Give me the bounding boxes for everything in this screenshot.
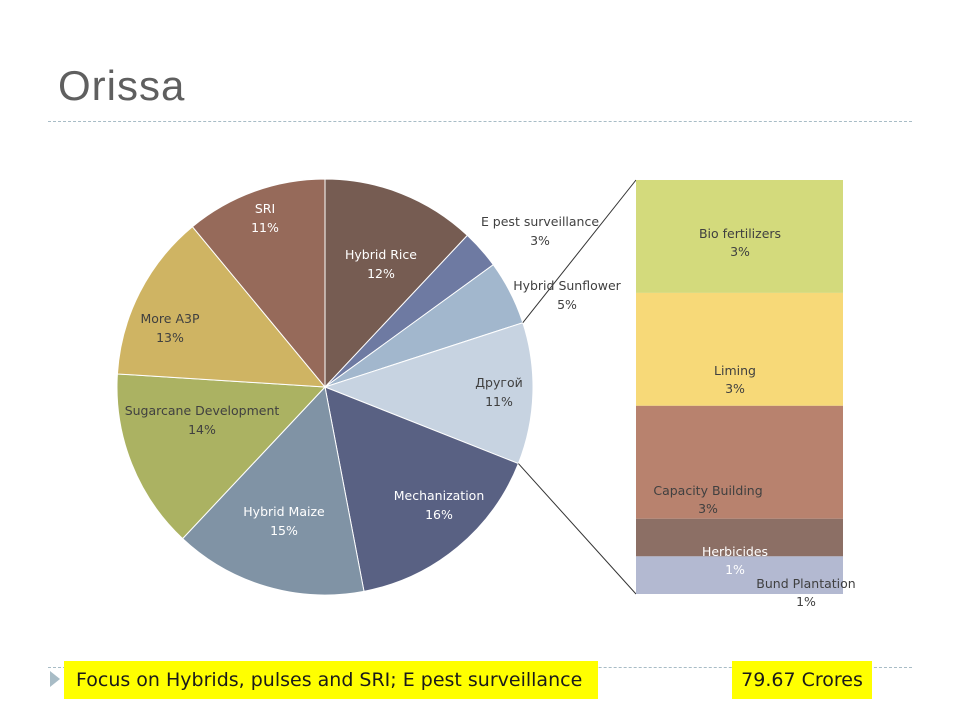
connector-lines bbox=[518, 179, 637, 595]
connector-line-bottom bbox=[518, 463, 637, 595]
bar-segment-bund-plantation bbox=[636, 556, 843, 594]
slice-value-other: 11% bbox=[485, 394, 513, 409]
bar-name-liming: Liming bbox=[714, 363, 756, 378]
slice-value-hybrid-sunflower: 5% bbox=[557, 297, 577, 312]
slice-value-sugarcane-development: 14% bbox=[188, 422, 216, 437]
pie-slice-hybrid-rice bbox=[324, 178, 469, 389]
focus-highlight: Focus on Hybrids, pulses and SRI; E pest… bbox=[64, 661, 598, 699]
bullet-icon bbox=[50, 671, 60, 687]
slice-name-hybrid-sunflower: Hybrid Sunflower bbox=[513, 278, 621, 293]
slide-title: Orissa bbox=[58, 62, 186, 109]
slice-value-more-a3p: 13% bbox=[156, 330, 184, 345]
slice-value-mechanization: 16% bbox=[425, 507, 453, 522]
amount-highlight: 79.67 Crores bbox=[732, 661, 872, 699]
bar-of-pie-chart: Hybrid Rice 12% E pest surveillance 3% Hybri… bbox=[116, 178, 856, 609]
pie-slice-hybrid-maize bbox=[181, 385, 365, 596]
bar-value-bio-fertilizers: 3% bbox=[730, 244, 750, 259]
bar-value-herbicides: 1% bbox=[725, 562, 745, 577]
slice-name-e-pest-surveillance: E pest surveillance bbox=[481, 214, 599, 229]
bar-name-herbicides: Herbicides bbox=[702, 544, 768, 559]
slice-name-sri: SRI bbox=[255, 201, 275, 216]
bar-name-bund-plantation: Bund Plantation bbox=[756, 576, 855, 591]
slice-name-sugarcane-development: Sugarcane Development bbox=[125, 403, 280, 418]
pie-slice-other bbox=[323, 322, 534, 465]
slice-name-more-a3p: More A3P bbox=[140, 311, 199, 326]
bar-name-bio-fertilizers: Bio fertilizers bbox=[699, 226, 781, 241]
chart-labels: Hybrid Rice 12% E pest surveillance 3% Hybri… bbox=[125, 201, 856, 609]
bar-value-bund-plantation: 1% bbox=[796, 594, 816, 609]
bar-segment-capacity-building bbox=[636, 405, 843, 519]
bar-segment-herbicides bbox=[636, 518, 843, 557]
bar-name-capacity-building: Capacity Building bbox=[653, 483, 762, 498]
slice-value-hybrid-rice: 12% bbox=[367, 266, 395, 281]
title-divider bbox=[48, 121, 912, 122]
pie-slice-sugarcane-development bbox=[116, 373, 327, 540]
slice-name-hybrid-maize: Hybrid Maize bbox=[243, 504, 325, 519]
bar-segment-bio-fertilizers bbox=[636, 180, 843, 293]
slice-name-other: Другой bbox=[475, 375, 522, 390]
connector-line-top bbox=[522, 179, 637, 324]
pie-slice-mechanization bbox=[324, 386, 520, 592]
bar-segment-liming bbox=[636, 292, 843, 406]
bar-value-liming: 3% bbox=[725, 381, 745, 396]
slice-name-hybrid-rice: Hybrid Rice bbox=[345, 247, 417, 262]
stacked-bar-group bbox=[636, 180, 843, 594]
slice-value-e-pest-surveillance: 3% bbox=[530, 233, 550, 248]
slice-name-mechanization: Mechanization bbox=[394, 488, 485, 503]
slice-value-hybrid-maize: 15% bbox=[270, 523, 298, 538]
slice-value-sri: 11% bbox=[251, 220, 279, 235]
bar-value-capacity-building: 3% bbox=[698, 501, 718, 516]
pie-group bbox=[116, 178, 534, 596]
pie-slice-sri bbox=[191, 178, 326, 389]
pie-slice-more-a3p bbox=[116, 226, 327, 388]
